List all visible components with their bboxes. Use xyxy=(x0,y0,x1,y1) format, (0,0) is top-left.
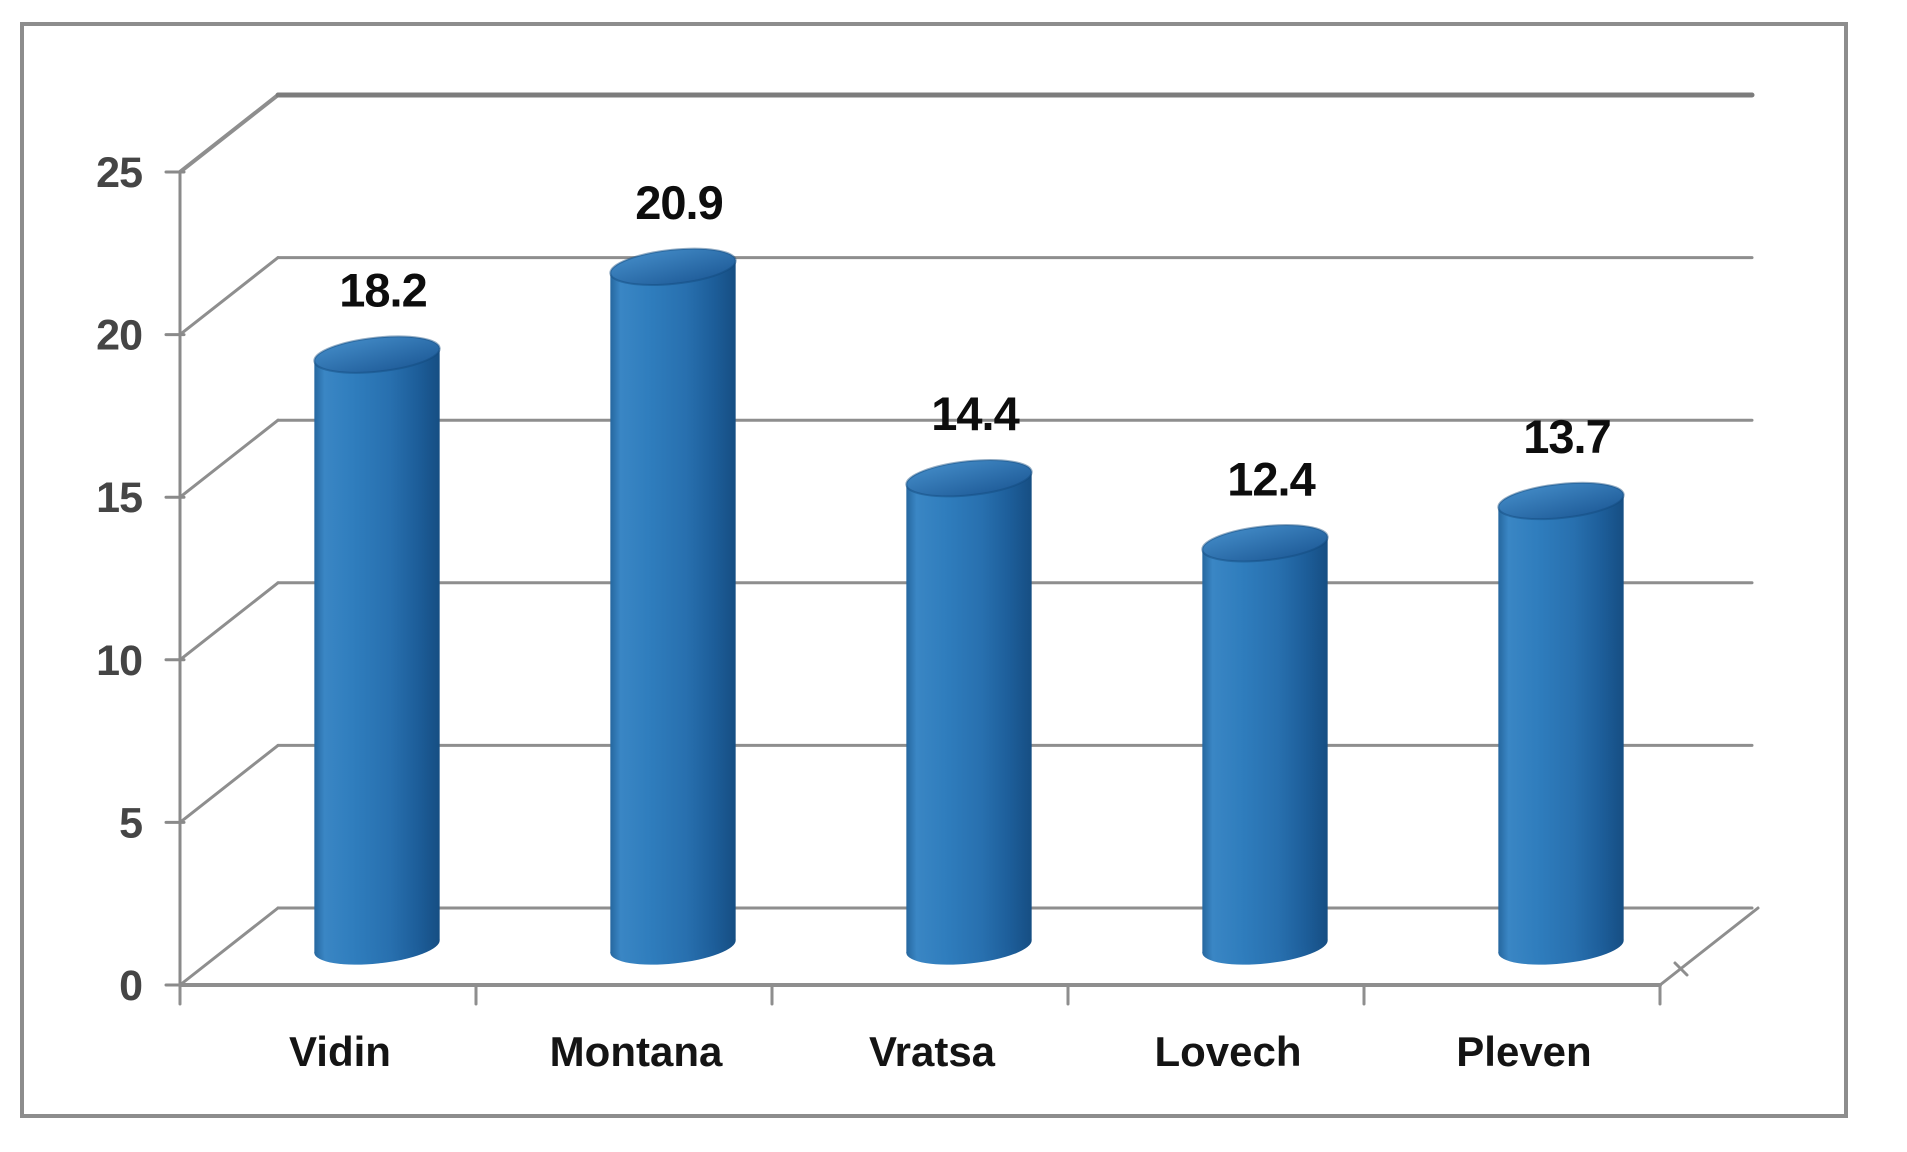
gridline-diagonal xyxy=(178,906,280,987)
data-label: 12.4 xyxy=(1227,452,1315,505)
cylinder-body xyxy=(610,260,736,954)
y-tick-label: 10 xyxy=(96,637,142,685)
cylinder-bar xyxy=(1201,524,1329,965)
y-tick-label: 0 xyxy=(119,962,142,1010)
bars-layer xyxy=(313,247,1625,965)
gridlines-layer xyxy=(20,22,1848,1118)
gridline-diagonal xyxy=(178,256,280,337)
cylinder-body xyxy=(1498,494,1624,954)
category-label: Lovech xyxy=(1154,1028,1301,1075)
cylinder-body xyxy=(314,348,440,954)
data-label: 18.2 xyxy=(339,264,426,317)
outer-frame xyxy=(20,22,1848,1118)
cylinder-top-cap xyxy=(313,335,441,374)
y-tick-label: 25 xyxy=(96,149,142,197)
cylinder-bar xyxy=(1497,481,1625,965)
cylinder-top-cap xyxy=(609,247,737,286)
gridline-diagonal xyxy=(178,418,280,499)
floor-layer xyxy=(178,906,1760,1006)
cylinder-bar xyxy=(609,247,737,965)
y-tick-label: 20 xyxy=(96,312,142,360)
data-label: 20.9 xyxy=(635,176,722,229)
category-label: Pleven xyxy=(1456,1028,1591,1075)
depth-axis-tick xyxy=(1673,961,1689,977)
data-label: 14.4 xyxy=(931,387,1019,440)
data-label: 13.7 xyxy=(1523,410,1610,463)
cylinder-top-cap xyxy=(1201,524,1329,563)
gridline-diagonal xyxy=(178,743,280,824)
cylinder-bar xyxy=(313,335,441,965)
labels-layer: 0 5 10 15 20 25 18.2 Vidin 20.9 Montana 14.4 Vratsa… xyxy=(96,149,1612,1075)
gridline-diagonal xyxy=(178,93,280,174)
y-tick-label: 5 xyxy=(119,799,142,847)
category-label: Montana xyxy=(550,1028,723,1075)
cylinder-top-cap xyxy=(905,459,1033,498)
category-label: Vidin xyxy=(289,1028,391,1075)
cylinder-body xyxy=(906,471,1032,954)
cylinder-bar xyxy=(905,459,1033,965)
y-tick-label: 15 xyxy=(96,474,142,522)
cylinder-body xyxy=(1202,536,1328,954)
category-label: Vratsa xyxy=(869,1028,996,1075)
cylinder-top-cap xyxy=(1497,481,1625,521)
floor-right-diagonal xyxy=(1658,906,1760,987)
gridline-diagonal xyxy=(178,581,280,662)
